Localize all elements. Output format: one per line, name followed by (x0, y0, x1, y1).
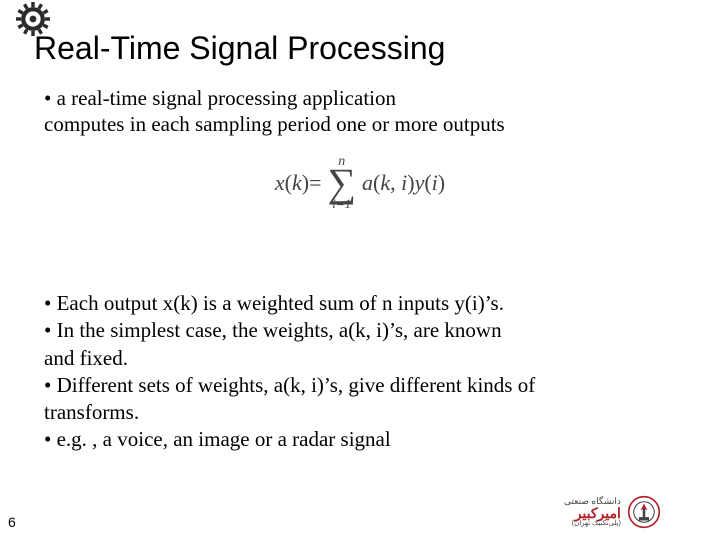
page-number: 6 (8, 514, 16, 530)
intro-text: • a real-time signal processing applicat… (44, 85, 680, 138)
university-mark-icon (627, 495, 661, 529)
slide-title: Real-Time Signal Processing (34, 30, 445, 67)
footer-line3: (پلی‌تکنیک تهران) (564, 520, 621, 527)
formula-block: x(k) = n ∑ i=1 a(k, i)y(i) (0, 155, 720, 210)
f-x: x (275, 170, 285, 195)
sigma-bottom: i=1 (332, 197, 351, 210)
intro-line1: • a real-time signal processing applicat… (44, 86, 396, 110)
f-y: y (415, 170, 425, 195)
f-a: a (362, 170, 373, 195)
body-l5: transforms. (44, 400, 139, 424)
body-l4: • Different sets of weights, a(k, i)’s, … (44, 373, 535, 397)
footer-line2: امیرکبیر (564, 506, 621, 520)
f-eq: = (309, 170, 321, 196)
f-k2: k (380, 170, 390, 195)
sigma: n ∑ i=1 (328, 155, 357, 210)
f-i2: i (401, 170, 407, 195)
intro-line2: computes in each sampling period one or … (44, 112, 505, 136)
body-l1: • Each output x(k) is a weighted sum of … (44, 291, 504, 315)
body-text: • Each output x(k) is a weighted sum of … (44, 290, 690, 454)
body-l6: • e.g. , a voice, an image or a radar si… (44, 427, 391, 451)
body-l3: and fixed. (44, 346, 128, 370)
f-k: k (292, 170, 302, 195)
body-l2: • In the simplest case, the weights, a(k… (44, 318, 502, 342)
f-i3: i (432, 170, 438, 195)
footer-logo: دانشگاه صنعتی امیرکبیر (پلی‌تکنیک تهران) (564, 490, 694, 534)
footer-text: دانشگاه صنعتی امیرکبیر (پلی‌تکنیک تهران) (564, 497, 621, 527)
f-comma: , (390, 170, 401, 195)
sigma-symbol: ∑ (328, 167, 357, 199)
slide: Real-Time Signal Processing • a real-tim… (0, 0, 720, 540)
formula: x(k) = n ∑ i=1 a(k, i)y(i) (275, 155, 445, 210)
